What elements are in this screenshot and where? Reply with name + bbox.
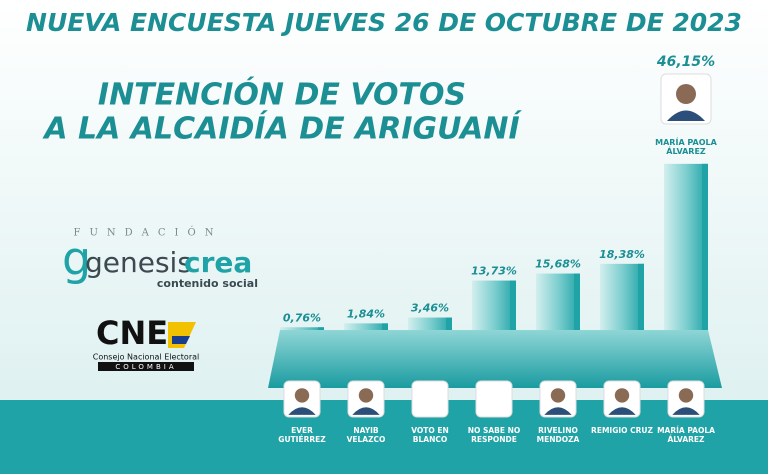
photo-body [352, 407, 380, 415]
bar-edge [510, 280, 516, 330]
value-label: 0,76% [283, 311, 321, 324]
photo-body [608, 407, 636, 415]
category-label: NO SABE NO RESPONDE [467, 426, 521, 444]
bar [344, 323, 388, 330]
bar-edge [638, 263, 644, 330]
logo-text: genesis [85, 246, 192, 279]
photo-frame [411, 380, 449, 418]
bar-edge [382, 323, 388, 330]
bar [280, 327, 324, 330]
category-label: MARÍA PAOLA ÁLVAREZ [655, 137, 717, 156]
category-label: REMIGIO CRUZ [591, 426, 653, 435]
photo-head [676, 84, 696, 104]
logo-text: FUNDACIÓN [74, 227, 223, 239]
subtitle: A LA ALCAIDÍA DE ARIGUANÍ [42, 111, 522, 147]
logo-g: g [62, 232, 91, 286]
logo-flag [172, 336, 190, 344]
photo-body [672, 407, 700, 415]
logo-text: Consejo Nacional Electoral [93, 353, 199, 362]
value-label: 46,15% [656, 54, 715, 70]
category-label: MARÍA PAOLA ÁLVAREZ [657, 426, 715, 444]
photo-head [614, 388, 630, 403]
title: NUEVA ENCUESTA JUEVES 26 DE OCTUBRE DE 2… [26, 8, 742, 37]
floor [268, 330, 722, 388]
bar-edge [318, 327, 324, 330]
bar-edge [702, 163, 708, 330]
bar [472, 280, 516, 330]
value-label: 3,46% [411, 302, 449, 315]
photo-head [294, 388, 310, 403]
photo-body [667, 110, 705, 121]
subtitle: INTENCIÓN DE VOTOS [98, 76, 466, 113]
logo-text: CNE [96, 314, 168, 352]
category-label: NAYIB VELAZCO [346, 426, 386, 444]
photo-frame [475, 380, 513, 418]
logo-bar [98, 362, 194, 371]
photo-head [358, 388, 374, 403]
value-label: 1,84% [347, 307, 385, 320]
value-label: 15,68% [535, 258, 581, 271]
category-label: VOTO EN BLANCO [411, 426, 449, 444]
bar [536, 273, 580, 330]
bar-edge [446, 317, 452, 330]
logo-text: COLOMBIA [115, 363, 176, 371]
bar-edge [574, 273, 580, 330]
value-label: 13,73% [471, 265, 517, 278]
category-label: EVER GUTIÉRREZ [278, 426, 326, 444]
photo-head [550, 388, 566, 403]
value-label: 18,38% [599, 248, 645, 261]
photo-body [288, 407, 316, 415]
bar [408, 317, 452, 330]
photo-head [678, 388, 694, 403]
logo-text: contenido social [157, 277, 258, 290]
logo-text: crea [184, 246, 252, 279]
photo-body [544, 407, 572, 415]
category-label: RIVELINO MENDOZA [536, 426, 580, 444]
bar [664, 163, 708, 330]
bar [600, 263, 644, 330]
